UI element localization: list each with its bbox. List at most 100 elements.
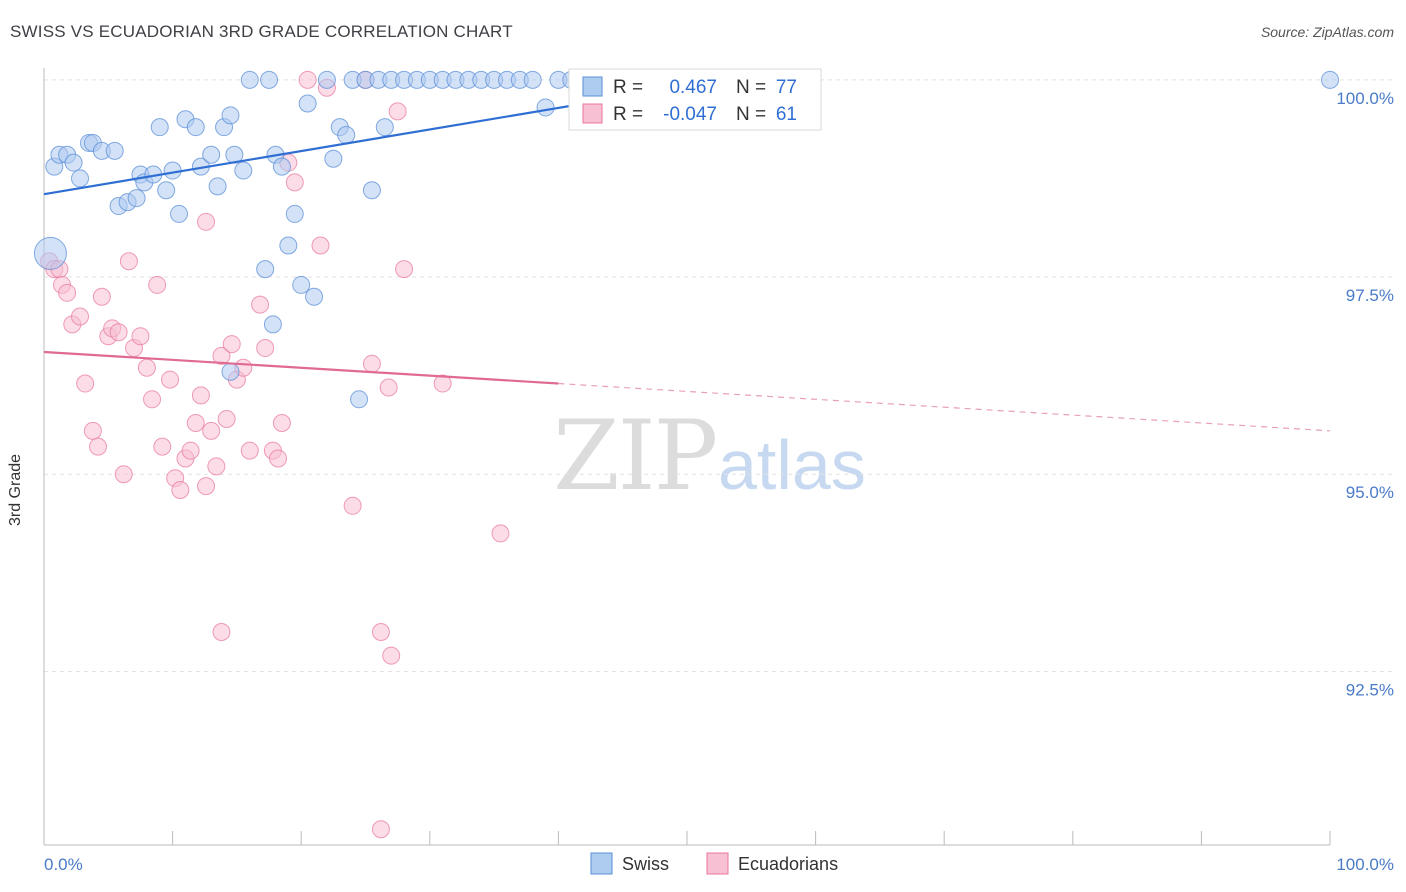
chart-title: SWISS VS ECUADORIAN 3RD GRADE CORRELATIO…	[10, 22, 513, 41]
ecuadorians-point	[222, 335, 241, 354]
ecuadorians-point	[343, 496, 362, 515]
ecuadorians-point	[148, 275, 167, 294]
swiss-point	[279, 236, 298, 255]
ecuadorians-point	[137, 358, 156, 377]
stats-r-label-ecuadorians: R =	[613, 104, 643, 125]
y-tick-label: 100.0%	[1336, 89, 1394, 108]
ecuadorians-point	[76, 374, 95, 393]
swiss-point	[127, 189, 146, 208]
stats-box: R = 0.467 N = 77 R = -0.047 N = 61	[568, 68, 822, 131]
swiss-point	[285, 204, 304, 223]
ecuadorians-point	[92, 287, 111, 306]
swiss-point	[350, 390, 369, 409]
swiss-point	[186, 118, 205, 137]
swiss-point	[64, 153, 83, 172]
stats-n-label-swiss: N =	[736, 77, 766, 98]
ecuadorians-point	[240, 441, 259, 460]
swiss-point	[256, 260, 275, 279]
ecuadorians-trend-line	[43, 350, 559, 385]
swiss-point	[221, 106, 240, 125]
ecuadorians-point	[119, 252, 138, 271]
ecuadorians-point	[153, 437, 172, 456]
watermark-atlas: atlas	[718, 426, 866, 504]
ecuadorians-point	[114, 465, 133, 484]
swiss-point	[272, 157, 291, 176]
ecuadorians-point	[269, 449, 288, 468]
legend-label-swiss[interactable]: Swiss	[622, 854, 669, 874]
swiss-point	[221, 362, 240, 381]
ecuadorians-point	[298, 70, 317, 89]
stats-n-label-ecuadorians: N =	[736, 104, 766, 125]
legend-label-ecuadorians[interactable]: Ecuadorians	[738, 854, 838, 874]
ecuadorians-point	[161, 370, 180, 389]
ecuadorians-point	[491, 524, 510, 543]
y-tick-label: 97.5%	[1346, 286, 1394, 305]
swiss-point	[375, 118, 394, 137]
ecuadorians-point	[371, 623, 390, 642]
ecuadorians-point	[171, 481, 190, 500]
stats-r-value-ecuadorians: -0.047	[663, 104, 717, 125]
stats-r-label-swiss: R =	[613, 77, 643, 98]
stats-swatch-swiss	[582, 76, 603, 97]
x-tick-label-min: 0.0%	[44, 855, 83, 874]
ecuadorians-point	[207, 457, 226, 476]
ecuadorians-point	[251, 295, 270, 314]
swiss-point	[362, 181, 381, 200]
ecuadorians-point	[83, 421, 102, 440]
stats-n-value-swiss: 77	[776, 77, 797, 98]
ecuadorians-point	[186, 413, 205, 432]
ecuadorians-point	[256, 339, 275, 358]
swiss-point	[305, 287, 324, 306]
stats-n-value-ecuadorians: 61	[776, 104, 797, 125]
legend-swatch-ecuadorians[interactable]	[706, 852, 729, 875]
swiss-point	[234, 161, 253, 180]
ecuadorians-point	[109, 323, 128, 342]
swiss-point	[523, 70, 542, 89]
stats-r-value-swiss: 0.467	[669, 77, 717, 98]
ecuadorians-points	[40, 70, 510, 839]
ecuadorians-point	[71, 307, 90, 326]
ecuadorians-point	[197, 477, 216, 496]
swiss-point	[324, 149, 343, 168]
swiss-point	[150, 118, 169, 137]
ecuadorians-point	[131, 327, 150, 346]
ecuadorians-point	[362, 354, 381, 373]
swiss-point	[202, 145, 221, 164]
ecuadorians-point	[89, 437, 108, 456]
y-tick-labels: 92.5% 95.0% 97.5% 100.0%	[1336, 89, 1394, 700]
swiss-point	[71, 169, 90, 188]
swiss-point	[1321, 70, 1339, 89]
x-tick-label-max: 100.0%	[1336, 855, 1394, 874]
ecuadorians-point	[433, 374, 452, 393]
ecuadorians-point	[388, 102, 407, 121]
y-tick-label: 95.0%	[1346, 483, 1394, 502]
ecuadorians-point	[382, 646, 401, 665]
ecuadorians-point	[197, 212, 216, 231]
swiss-point	[536, 98, 555, 117]
ecuadorians-point	[311, 236, 330, 255]
swiss-point	[33, 236, 67, 270]
swiss-point	[208, 177, 227, 196]
ecuadorians-point	[285, 173, 304, 192]
swiss-point	[260, 70, 279, 89]
swiss-point	[240, 70, 259, 89]
legend-swatch-swiss[interactable]	[590, 852, 613, 875]
ecuadorians-point	[371, 820, 390, 839]
swiss-point	[337, 126, 356, 145]
stats-swatch-ecuadorians	[582, 103, 603, 124]
y-tick-label: 92.5%	[1346, 680, 1394, 699]
legend: Swiss Ecuadorians	[590, 852, 838, 875]
swiss-point	[317, 70, 336, 89]
axes	[43, 68, 1331, 846]
ecuadorians-trend-line-extension	[558, 382, 1331, 432]
swiss-point	[170, 204, 189, 223]
ecuadorians-point	[143, 390, 162, 409]
swiss-point	[298, 94, 317, 113]
swiss-point	[263, 315, 282, 334]
chart-source: Source: ZipAtlas.com	[1260, 24, 1394, 40]
ecuadorians-point	[395, 260, 414, 279]
swiss-point	[105, 141, 124, 160]
ecuadorians-point	[181, 441, 200, 460]
ecuadorians-point	[202, 421, 221, 440]
